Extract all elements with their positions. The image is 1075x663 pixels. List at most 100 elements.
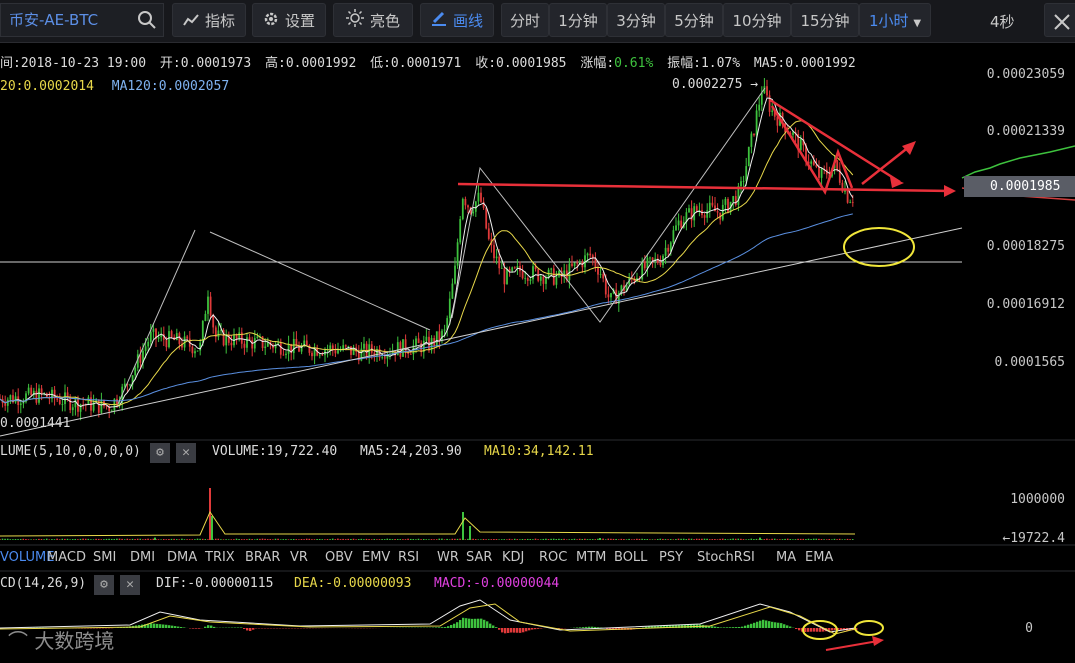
volume-bar [246, 539, 248, 540]
ohlc-info: 间:2018-10-23 19:00 开:0.0001973 高:0.00019… [0, 52, 856, 71]
volume-bar [181, 538, 183, 540]
macd-bar [159, 624, 162, 628]
interval-tab-6[interactable]: 1小时 ▼ [859, 3, 931, 37]
tab-sar[interactable]: SAR [466, 550, 493, 565]
candle-body [191, 346, 194, 354]
volume-bar [422, 538, 425, 540]
interval-tab-1[interactable]: 1分钟 [549, 3, 607, 37]
volume-bar [370, 539, 373, 540]
pencil-icon [431, 5, 447, 39]
tab-smi[interactable]: SMI [93, 550, 117, 565]
tab-wr[interactable]: WR [437, 550, 459, 565]
tab-kdj[interactable]: KDJ [502, 550, 525, 565]
tab-macd[interactable]: MACD [47, 550, 86, 565]
macd-bar [462, 617, 465, 628]
volume-bar [747, 539, 750, 540]
tab-vr[interactable]: VR [290, 550, 308, 565]
volume-bar [360, 538, 363, 540]
tab-dmi[interactable]: DMI [130, 550, 156, 565]
tab-obv[interactable]: OBV [325, 550, 353, 565]
bright-label: 亮色 [369, 12, 400, 30]
symbol-search[interactable]: 币安-AE-BTC [0, 3, 164, 37]
tab-ema[interactable]: EMA [805, 550, 834, 565]
bright-button[interactable]: 亮色 [333, 3, 413, 37]
volume-bar [776, 539, 779, 540]
candle-body [181, 343, 183, 348]
gear-icon[interactable]: ⚙ [150, 443, 170, 463]
interval-tab-3[interactable]: 5分钟 [665, 3, 723, 37]
macd-bar [729, 627, 732, 628]
macd-bar [834, 628, 837, 630]
tab-emv[interactable]: EMV [362, 550, 391, 565]
volume-bar [610, 538, 612, 540]
tab-trix[interactable]: TRIX [205, 550, 235, 565]
tab-volume[interactable]: VOLUME [0, 550, 55, 565]
volume-bar [396, 539, 399, 540]
macd-bar [180, 627, 183, 628]
volume-bar [230, 539, 233, 540]
candle-body [711, 202, 714, 206]
candle-body [66, 392, 69, 397]
volume-bar [417, 538, 420, 540]
candle-body [586, 253, 589, 256]
close-icon[interactable]: ✕ [176, 443, 196, 463]
candle-body [404, 339, 407, 353]
candle-body [706, 210, 709, 218]
interval-tab-2[interactable]: 3分钟 [607, 3, 665, 37]
settings-button[interactable]: 设置 [252, 3, 326, 37]
tab-mtm[interactable]: MTM [576, 550, 607, 565]
interval-tab-5[interactable]: 15分钟 [791, 3, 859, 37]
volume-bar [329, 539, 331, 540]
volume-bar [677, 538, 680, 540]
candle-body [298, 346, 300, 352]
volume-bar [812, 538, 815, 540]
macd-bar [207, 625, 210, 628]
candle-body [487, 228, 490, 239]
tab-brar[interactable]: BRAR [245, 550, 281, 565]
gear-icon[interactable]: ⚙ [94, 575, 114, 595]
macd-bar [654, 625, 657, 628]
volume-bar [685, 539, 688, 540]
volume-bar [438, 538, 441, 540]
interval-tab-0[interactable]: 分时 [501, 3, 549, 37]
interval-tab-4[interactable]: 10分钟 [723, 3, 791, 37]
volume-bar [573, 538, 576, 540]
tab-dma[interactable]: DMA [167, 550, 198, 565]
macd-bar [816, 628, 819, 632]
volume-bar [123, 539, 126, 540]
candle-body [217, 330, 220, 337]
volume-bar [831, 539, 833, 540]
volume-bar [188, 539, 191, 540]
tab-stochrsi[interactable]: StochRSI [697, 550, 755, 565]
interval-label: 10分钟 [732, 12, 782, 30]
volume-bar [51, 539, 53, 540]
tab-boll[interactable]: BOLL [614, 550, 648, 565]
candle-body [214, 327, 217, 337]
tab-rsi[interactable]: RSI [398, 550, 420, 565]
tab-ma[interactable]: MA [776, 550, 797, 565]
tab-roc[interactable]: ROC [539, 550, 568, 565]
search-icon[interactable] [137, 10, 157, 30]
volume-bar [272, 539, 274, 540]
tab-psy[interactable]: PSY [659, 550, 684, 565]
draw-line-button[interactable]: 画线 [420, 3, 494, 37]
indicator-button[interactable]: 指标 [172, 3, 246, 37]
candle-body [690, 208, 693, 221]
highlight-ellipse [802, 620, 838, 640]
candle-body [19, 403, 22, 406]
candle-body [846, 189, 849, 203]
candle-body [196, 350, 199, 352]
close-icon[interactable]: ✕ [120, 575, 140, 595]
volume-bar [87, 538, 90, 540]
volume-bar [383, 539, 386, 540]
trend-line [209, 231, 431, 331]
volume-bar [729, 538, 732, 540]
fullscreen-button[interactable] [1044, 3, 1075, 37]
volume-bar [233, 539, 235, 540]
interval-label: 分时 [509, 12, 540, 30]
volume-bar [305, 538, 308, 540]
volume-bar [695, 538, 698, 540]
candle-body [136, 354, 139, 368]
volume-current: ←19722.4 [1002, 531, 1065, 546]
